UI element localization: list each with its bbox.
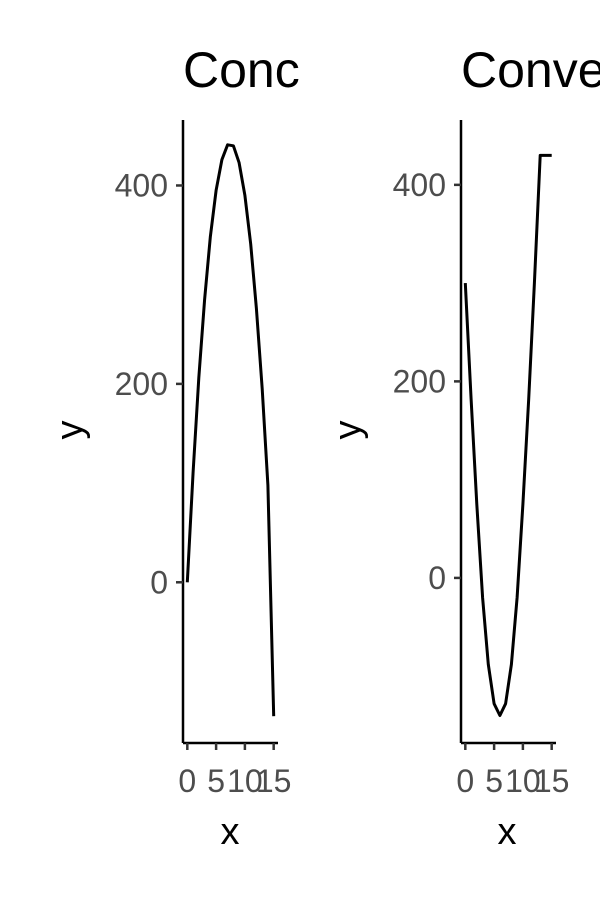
y-tick-label: 200 [115, 366, 168, 402]
y-tick-label: 400 [393, 167, 446, 203]
x-tick-label: 0 [178, 763, 196, 799]
x-tick-label: 15 [256, 763, 292, 799]
series-line [185, 143, 276, 717]
y-tick-label: 400 [115, 167, 168, 203]
x-axis-title: x [221, 811, 240, 853]
y-tick-label: 200 [393, 363, 446, 399]
x-tick-label: 15 [534, 763, 570, 799]
series-line [463, 153, 552, 717]
x-axis-title: x [498, 811, 517, 853]
chart-title: Concave [183, 42, 380, 98]
x-tick-label: 0 [456, 763, 474, 799]
x-tick-label: 5 [485, 763, 503, 799]
x-tick-label: 10 [227, 763, 263, 799]
y-axis-title: y [327, 421, 369, 440]
x-tick-label: 10 [505, 763, 541, 799]
y-tick-label: 0 [428, 560, 446, 596]
y-tick-label: 0 [150, 564, 168, 600]
x-tick-label: 5 [207, 763, 225, 799]
y-axis-title: y [49, 421, 91, 440]
